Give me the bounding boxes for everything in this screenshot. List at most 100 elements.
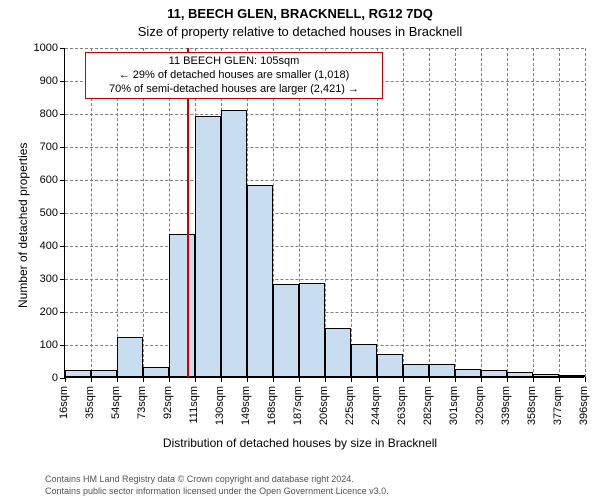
x-tick-label: 358sqm bbox=[526, 386, 538, 425]
y-tick-mark bbox=[60, 114, 65, 115]
x-tick-mark bbox=[247, 377, 248, 382]
x-tick-mark bbox=[143, 377, 144, 382]
x-tick-label: 244sqm bbox=[370, 386, 382, 425]
histogram-bar bbox=[325, 328, 351, 378]
gridline-vertical bbox=[429, 48, 430, 377]
x-tick-label: 35sqm bbox=[84, 386, 96, 419]
y-tick-label: 900 bbox=[24, 75, 58, 87]
annotation-line: 70% of semi-detached houses are larger (… bbox=[90, 83, 378, 97]
x-tick-label: 301sqm bbox=[448, 386, 460, 425]
x-tick-mark bbox=[481, 377, 482, 382]
x-tick-label: 320sqm bbox=[474, 386, 486, 425]
histogram-bar bbox=[117, 337, 143, 377]
gridline-vertical bbox=[455, 48, 456, 377]
y-tick-mark bbox=[60, 81, 65, 82]
y-tick-label: 0 bbox=[24, 372, 58, 384]
gridline-vertical bbox=[403, 48, 404, 377]
gridline-vertical bbox=[507, 48, 508, 377]
histogram-bar bbox=[91, 370, 117, 377]
y-tick-mark bbox=[60, 213, 65, 214]
x-tick-mark bbox=[221, 377, 222, 382]
x-tick-mark bbox=[533, 377, 534, 382]
histogram-bar bbox=[533, 374, 559, 377]
histogram-bar bbox=[377, 354, 403, 377]
x-tick-label: 130sqm bbox=[214, 386, 226, 425]
histogram-bar bbox=[429, 364, 455, 377]
y-tick-mark bbox=[60, 345, 65, 346]
histogram-bar bbox=[299, 283, 325, 377]
histogram-bar bbox=[143, 367, 169, 377]
x-tick-label: 54sqm bbox=[110, 386, 122, 419]
x-tick-mark bbox=[65, 377, 66, 382]
histogram-bar bbox=[559, 375, 585, 377]
x-tick-mark bbox=[507, 377, 508, 382]
y-tick-label: 1000 bbox=[24, 42, 58, 54]
gridline-vertical bbox=[481, 48, 482, 377]
attribution-line1: Contains HM Land Registry data © Crown c… bbox=[45, 474, 600, 484]
y-tick-label: 400 bbox=[24, 240, 58, 252]
y-tick-label: 500 bbox=[24, 207, 58, 219]
x-tick-label: 92sqm bbox=[162, 386, 174, 419]
histogram-bar bbox=[273, 284, 299, 377]
chart-title-line1: 11, BEECH GLEN, BRACKNELL, RG12 7DQ bbox=[0, 6, 600, 21]
y-tick-mark bbox=[60, 312, 65, 313]
annotation-line: ← 29% of detached houses are smaller (1,… bbox=[90, 69, 378, 83]
x-axis-label: Distribution of detached houses by size … bbox=[0, 436, 600, 450]
y-tick-label: 600 bbox=[24, 174, 58, 186]
gridline-vertical bbox=[533, 48, 534, 377]
x-tick-label: 282sqm bbox=[422, 386, 434, 425]
x-tick-label: 339sqm bbox=[500, 386, 512, 425]
x-tick-mark bbox=[403, 377, 404, 382]
x-tick-label: 168sqm bbox=[266, 386, 278, 425]
x-tick-mark bbox=[351, 377, 352, 382]
x-tick-mark bbox=[195, 377, 196, 382]
x-tick-mark bbox=[299, 377, 300, 382]
histogram-bar bbox=[403, 364, 429, 377]
y-tick-label: 200 bbox=[24, 306, 58, 318]
x-tick-mark bbox=[91, 377, 92, 382]
x-tick-label: 377sqm bbox=[552, 386, 564, 425]
x-tick-mark bbox=[429, 377, 430, 382]
y-tick-mark bbox=[60, 246, 65, 247]
histogram-bar bbox=[481, 370, 507, 377]
x-tick-mark bbox=[377, 377, 378, 382]
histogram-bar bbox=[507, 372, 533, 377]
x-tick-label: 206sqm bbox=[318, 386, 330, 425]
annotation-line: 11 BEECH GLEN: 105sqm bbox=[90, 55, 378, 69]
histogram-bar bbox=[455, 369, 481, 377]
annotation-box: 11 BEECH GLEN: 105sqm← 29% of detached h… bbox=[85, 52, 383, 99]
y-tick-label: 800 bbox=[24, 108, 58, 120]
y-tick-mark bbox=[60, 147, 65, 148]
attribution-line2: Contains public sector information licen… bbox=[45, 486, 600, 496]
x-tick-mark bbox=[273, 377, 274, 382]
histogram-bar bbox=[169, 234, 195, 377]
histogram-bar bbox=[247, 185, 273, 377]
x-tick-label: 225sqm bbox=[344, 386, 356, 425]
y-tick-mark bbox=[60, 48, 65, 49]
y-tick-mark bbox=[60, 180, 65, 181]
gridline-vertical bbox=[559, 48, 560, 377]
x-tick-mark bbox=[559, 377, 560, 382]
y-tick-label: 700 bbox=[24, 141, 58, 153]
x-tick-mark bbox=[169, 377, 170, 382]
x-tick-mark bbox=[325, 377, 326, 382]
histogram-bar bbox=[221, 110, 247, 377]
histogram-bar bbox=[351, 344, 377, 377]
x-tick-label: 263sqm bbox=[396, 386, 408, 425]
x-tick-mark bbox=[455, 377, 456, 382]
x-tick-mark bbox=[585, 377, 586, 382]
x-tick-label: 111sqm bbox=[188, 386, 200, 424]
chart-container: { "titles": { "line1": "11, BEECH GLEN, … bbox=[0, 0, 600, 500]
histogram-bar bbox=[65, 370, 91, 377]
y-tick-mark bbox=[60, 279, 65, 280]
gridline-vertical bbox=[585, 48, 586, 377]
chart-title-line2: Size of property relative to detached ho… bbox=[0, 24, 600, 39]
x-tick-mark bbox=[117, 377, 118, 382]
y-tick-label: 100 bbox=[24, 339, 58, 351]
x-tick-label: 396sqm bbox=[578, 386, 590, 425]
x-tick-label: 149sqm bbox=[240, 386, 252, 425]
x-tick-label: 73sqm bbox=[136, 386, 148, 419]
y-tick-label: 300 bbox=[24, 273, 58, 285]
x-tick-label: 187sqm bbox=[292, 386, 304, 425]
histogram-bar bbox=[195, 116, 221, 377]
